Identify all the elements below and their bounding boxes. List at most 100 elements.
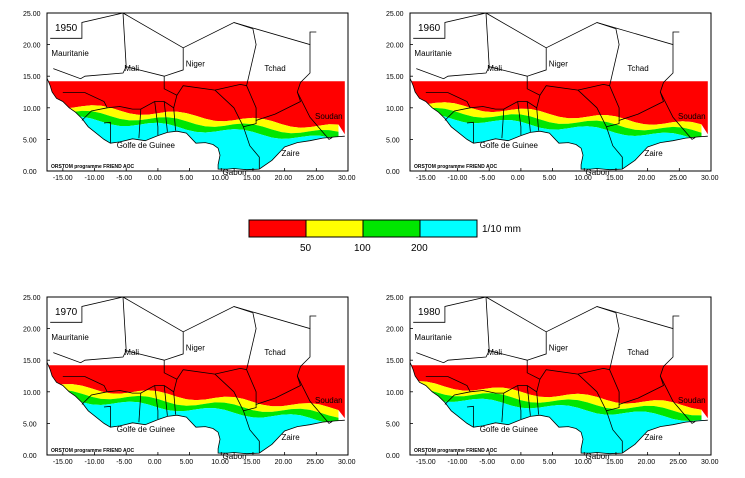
country-border	[163, 385, 168, 416]
y-tick-label: 15.00	[23, 358, 41, 365]
country-border	[163, 101, 168, 132]
country-border	[444, 95, 541, 121]
ocean	[47, 78, 345, 171]
country-border	[163, 306, 257, 380]
label-tchad: Tchad	[264, 348, 285, 357]
x-tick-label: 20.00	[275, 459, 293, 466]
x-tick-label: 30.00	[338, 175, 356, 182]
country-border	[659, 375, 696, 424]
zone-red	[410, 365, 708, 419]
x-tick-label: 15.00	[243, 459, 261, 466]
country-border	[672, 31, 680, 45]
x-tick-label: -15.00	[416, 175, 436, 182]
country-border	[233, 306, 311, 405]
x-tick-label: 5.00	[543, 459, 557, 466]
country-border	[154, 385, 159, 419]
y-tick-label: 10.00	[23, 390, 41, 397]
country-border	[233, 22, 311, 121]
label-mali: Mali	[124, 348, 139, 357]
country-border	[466, 121, 474, 144]
y-tick-label: 5.00	[386, 137, 400, 144]
country-border	[526, 22, 620, 96]
label-tchad: Tchad	[627, 348, 648, 357]
zone-red	[47, 365, 345, 419]
x-tick-label: -10.00	[448, 459, 468, 466]
legend-swatch-red	[248, 219, 307, 238]
year-label: 1960	[418, 23, 441, 34]
country-border	[536, 107, 539, 131]
label-mauritanie: Mauritanie	[51, 49, 89, 58]
zone-yellow	[53, 384, 339, 418]
y-tick-label: 25.00	[23, 11, 41, 18]
y-tick-label: 20.00	[23, 327, 41, 334]
x-tick-label: -5.00	[116, 459, 132, 466]
zone-yellow	[416, 381, 702, 416]
zone-green	[416, 107, 702, 141]
legend: 50 100 200 1/10 mm	[248, 219, 521, 254]
x-tick-label: 20.00	[638, 175, 656, 182]
x-tick-label: 10.00	[211, 175, 229, 182]
zone-green	[53, 389, 339, 425]
coastline	[46, 361, 345, 455]
y-tick-label: 20.00	[23, 43, 41, 50]
credit-label: ORSTOM programme FRIEND AOC	[414, 164, 497, 170]
country-border	[243, 126, 260, 170]
label-soudan: Soudan	[678, 112, 706, 121]
map-panel-1970: -15.00 -10.00 -5.00 0.00 5.00 10.00 15.00 20.00…	[23, 295, 356, 466]
zone-yellow	[416, 102, 702, 133]
x-tick-label: 0.00	[511, 175, 525, 182]
zone-cyan	[47, 78, 345, 170]
y-tick-label: 15.00	[386, 358, 404, 365]
label-golfe-de-guinee: Golfe de Guinee	[117, 141, 176, 150]
x-tick-label: -10.00	[85, 175, 105, 182]
x-tick-label: 5.00	[180, 175, 194, 182]
legend-swatch-green	[362, 219, 421, 238]
label-zaire: Zaire	[644, 149, 663, 158]
country-border	[517, 101, 522, 135]
map-panel-1980: -15.00 -10.00 -5.00 0.00 5.00 10.00 15.00 20.00…	[386, 295, 719, 466]
label-golfe-de-guinee: Golfe de Guinee	[480, 141, 539, 150]
x-tick-label: -10.00	[85, 459, 105, 466]
y-tick-label: 0.00	[23, 453, 37, 460]
legend-unit: 1/10 mm	[482, 224, 521, 235]
y-tick-label: 25.00	[386, 295, 404, 302]
country-border	[296, 375, 333, 424]
country-border	[517, 385, 522, 419]
country-border	[526, 385, 531, 416]
country-border	[526, 101, 531, 132]
x-tick-label: -5.00	[479, 459, 495, 466]
coastline	[409, 361, 708, 455]
label-gabon: Gabon	[586, 168, 610, 177]
country-border	[163, 22, 257, 96]
y-tick-label: 20.00	[386, 327, 404, 334]
x-tick-label: 15.00	[606, 175, 624, 182]
year-label: 1950	[55, 23, 78, 34]
coastline	[46, 77, 345, 171]
country-border	[309, 315, 317, 329]
label-soudan: Soudan	[315, 112, 343, 121]
x-tick-label: 25.00	[306, 459, 324, 466]
coastline	[409, 77, 708, 171]
credit-label: ORSTOM programme FRIEND AOC	[414, 448, 497, 454]
label-mauritanie: Mauritanie	[414, 49, 452, 58]
country-border	[173, 107, 176, 131]
country-border	[103, 121, 111, 144]
label-soudan: Soudan	[315, 396, 343, 405]
label-niger: Niger	[549, 344, 568, 353]
x-tick-label: 30.00	[338, 459, 356, 466]
country-border	[526, 306, 620, 380]
country-border	[122, 296, 184, 361]
x-tick-label: 30.00	[701, 175, 719, 182]
x-tick-label: 25.00	[669, 175, 687, 182]
label-niger: Niger	[186, 60, 205, 69]
year-label: 1980	[418, 307, 441, 318]
country-border	[501, 109, 505, 139]
x-tick-label: -5.00	[116, 175, 132, 182]
label-golfe-de-guinee: Golfe de Guinee	[117, 425, 176, 434]
country-border	[425, 92, 471, 108]
country-border	[122, 12, 184, 77]
country-border	[296, 91, 333, 140]
label-gabon: Gabon	[586, 452, 610, 461]
x-tick-label: 0.00	[511, 459, 525, 466]
legend-swatch-cyan	[419, 219, 478, 238]
